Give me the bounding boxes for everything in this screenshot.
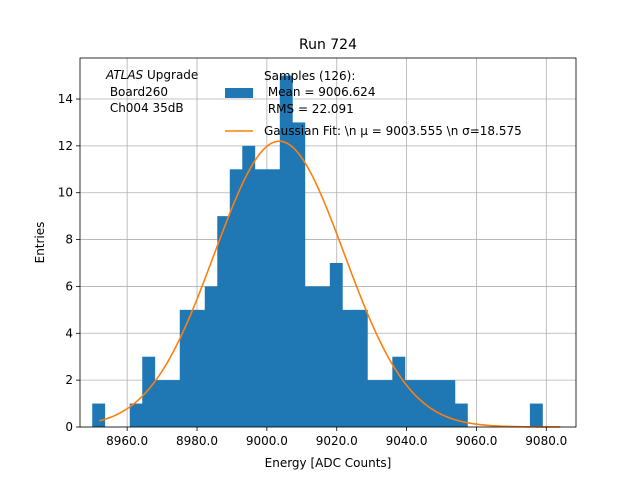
fit-layer xyxy=(99,140,561,428)
histogram-bar-23 xyxy=(379,380,393,427)
y-tick-label-0: 0 xyxy=(65,420,73,434)
histogram-bar-12 xyxy=(242,145,256,427)
x-tick-label-5: 9060.0 xyxy=(455,434,497,448)
histogram-bar-15 xyxy=(279,75,293,428)
y-tick-label-3: 6 xyxy=(65,279,73,293)
y-tick-label-1: 2 xyxy=(65,373,73,387)
x-tick-label-3: 9020.0 xyxy=(316,434,358,448)
histogram-bar-35 xyxy=(529,403,543,427)
legend-fit-label: Gaussian Fit: \n μ = 9003.555 \n σ=18.57… xyxy=(264,124,522,138)
histogram-bar-18 xyxy=(317,286,331,427)
y-tick-label-2: 4 xyxy=(65,326,73,340)
histogram-bars xyxy=(92,75,543,428)
y-tick-label-4: 8 xyxy=(65,233,73,247)
histogram-bar-4 xyxy=(142,356,156,427)
histogram-bar-6 xyxy=(167,380,181,427)
legend-histogram-label-line-3: RMS = 22.091 xyxy=(264,102,354,116)
histogram-bar-10 xyxy=(217,216,231,427)
legend: Samples (126): Mean = 9006.624 RMS = 22.… xyxy=(225,69,522,138)
histogram-bar-20 xyxy=(342,309,356,427)
histogram-bar-3 xyxy=(129,403,143,427)
annotation-line-2: Board260 xyxy=(106,85,168,99)
annotation-line-1: ATLAS Upgrade xyxy=(105,68,198,82)
histogram-bar-13 xyxy=(254,169,268,428)
histogram-bar-9 xyxy=(204,286,218,427)
y-tick-label-6: 12 xyxy=(58,139,73,153)
y-axis-label: Entries xyxy=(33,222,47,264)
x-tick-label-6: 9080.0 xyxy=(525,434,567,448)
histogram-bar-29 xyxy=(454,403,468,427)
legend-histogram-label-line-1: Samples (126): xyxy=(264,69,355,83)
x-axis-label: Energy [ADC Counts] xyxy=(265,456,392,470)
histogram-bar-7 xyxy=(179,309,193,427)
histogram-bar-27 xyxy=(429,380,443,427)
histogram-bar-21 xyxy=(354,309,368,427)
histogram-bar-16 xyxy=(292,122,306,427)
x-tick-label-2: 9000.0 xyxy=(246,434,288,448)
annotation-experiment: ATLAS xyxy=(105,68,144,82)
histogram-bar-22 xyxy=(367,380,381,427)
histogram-bar-24 xyxy=(392,356,406,427)
annotation-line-3: Ch004 35dB xyxy=(106,101,184,115)
histogram-bar-17 xyxy=(304,286,318,427)
y-tick-label-7: 14 xyxy=(58,92,73,106)
histogram-bar-19 xyxy=(329,263,343,427)
axes-frame xyxy=(79,57,577,428)
histogram-bar-5 xyxy=(154,380,168,427)
histogram-bar-14 xyxy=(267,169,281,428)
histogram-bar-28 xyxy=(442,380,456,427)
legend-histogram-swatch xyxy=(225,88,253,98)
x-tick-label-4: 9040.0 xyxy=(386,434,428,448)
gaussian-fit-line xyxy=(99,140,561,428)
histogram-bar-11 xyxy=(229,169,243,428)
x-tick-label-1: 8980.0 xyxy=(176,434,218,448)
y-tick-label-5: 10 xyxy=(58,186,73,200)
histogram-bar-8 xyxy=(192,309,206,427)
x-axis-ticks: 8960.0 8980.0 9000.0 9020.0 9040.0 9060.0 9080… xyxy=(106,427,567,448)
x-tick-label-0: 8960.0 xyxy=(106,434,148,448)
legend-histogram-label-line-2: Mean = 9006.624 xyxy=(264,85,375,99)
atlas-annotation: ATLAS Upgrade Board260 Ch004 35dB xyxy=(105,68,198,115)
y-axis-ticks: 0 2 4 6 8 10 12 14 xyxy=(58,92,80,434)
histogram-bar-25 xyxy=(404,380,418,427)
histogram-bar-0 xyxy=(92,403,106,427)
annotation-suffix: Upgrade xyxy=(143,68,198,82)
chart-title: Run 724 xyxy=(299,37,357,53)
